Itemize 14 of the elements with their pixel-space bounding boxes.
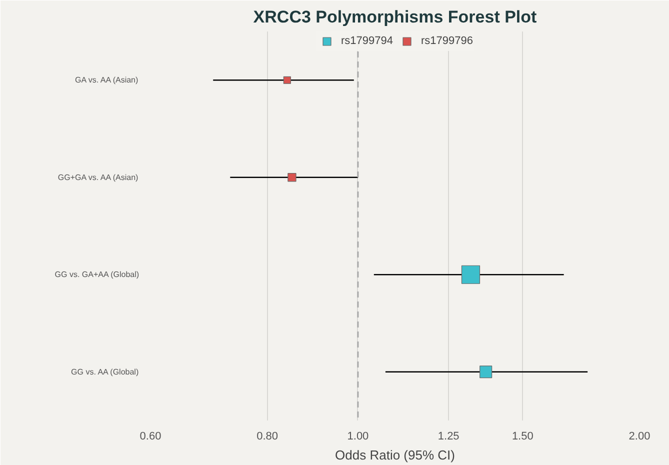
x-tick-label: 0.80 — [256, 430, 278, 442]
chart-title: XRCC3 Polymorphisms Forest Plot — [253, 8, 538, 26]
y-tick-label: GG+GA vs. AA (Asian) — [58, 172, 139, 182]
y-tick-label: GG vs. GA+AA (Global) — [54, 270, 140, 280]
legend-label: rs1799796 — [421, 35, 473, 47]
legend-label: rs1799794 — [341, 35, 393, 47]
x-tick-label: 1.00 — [347, 430, 369, 442]
x-tick-label: 1.25 — [438, 430, 460, 442]
x-tick-label: 2.00 — [628, 430, 650, 442]
x-tick-label: 0.60 — [140, 430, 162, 442]
y-tick-label: GA vs. AA (Asian) — [75, 76, 139, 85]
y-tick-label: GG vs. AA (Global) — [71, 367, 139, 376]
x-axis-title: Odds Ratio (95% CI) — [335, 448, 455, 462]
x-tick-label: 1.50 — [512, 430, 534, 442]
